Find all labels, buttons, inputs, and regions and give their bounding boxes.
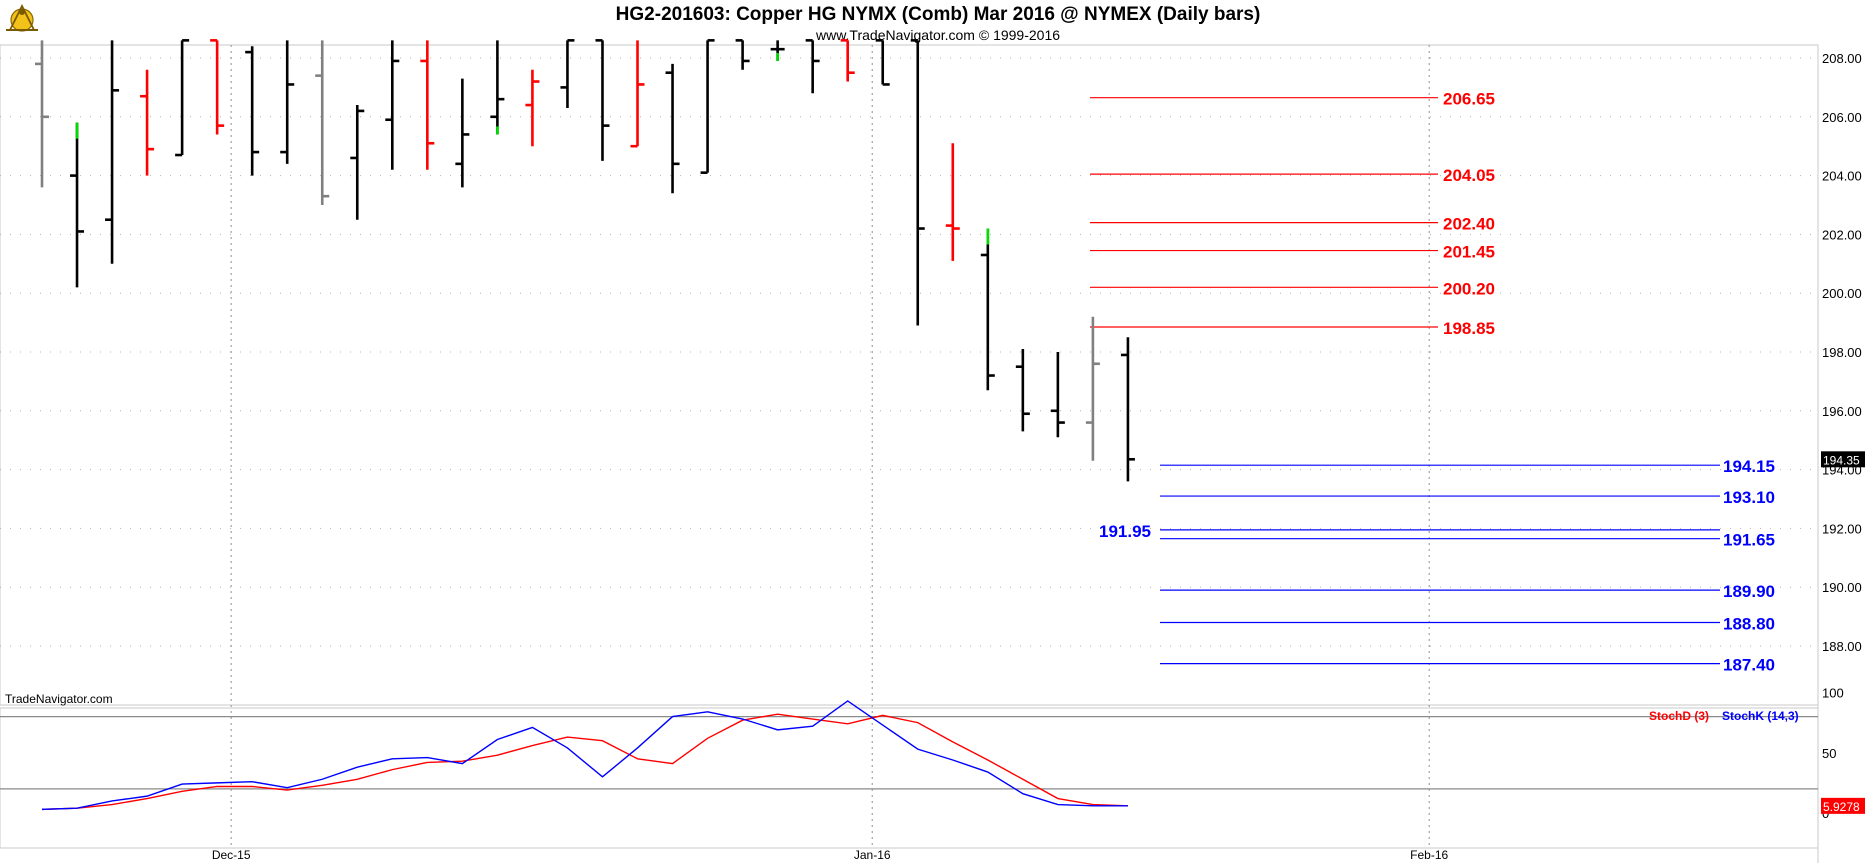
stoch-last-bg [1821, 797, 1865, 814]
stoch-frame [0, 707, 1819, 849]
support-levels: 194.15 193.10 191.65 189.90 188.80 187.40 191.… [1099, 457, 1775, 674]
ohlc-bar [945, 143, 960, 261]
stoch-tick-label: 100 [1822, 686, 1844, 701]
support-label: 189.90 [1723, 582, 1775, 601]
price-tick-label: 196.00 [1822, 404, 1862, 419]
last-price-box: 194.35 [1821, 451, 1865, 468]
price-tick-label: 190.00 [1822, 580, 1862, 595]
resistance-levels: 206.65 204.05 202.40 201.45 200.20 198.85 [1090, 90, 1495, 338]
ohlc-bar [980, 228, 995, 391]
legend-stochK: StochK (14,3) [1722, 709, 1799, 723]
last-price-bg [1821, 451, 1865, 468]
ohlc-bar [420, 40, 435, 170]
ohlc-bar [385, 40, 400, 170]
support-label: 191.95 [1099, 522, 1151, 541]
sextant-logo-icon [6, 3, 38, 32]
ohlc-bar [70, 122, 85, 288]
ohlc-bar [630, 40, 645, 148]
stoch-last-label: 5.9278 [1823, 800, 1860, 814]
price-tick-label: 208.00 [1822, 51, 1862, 66]
ohlc-bar [350, 105, 365, 220]
ohlc-bar [665, 63, 680, 194]
ohlc-bar [105, 40, 120, 264]
ohlc-bar [805, 39, 820, 94]
price-tick-label: 192.00 [1822, 521, 1862, 536]
ohlc-bar [1085, 316, 1100, 461]
price-tick-label: 202.00 [1822, 227, 1862, 242]
support-label: 194.15 [1723, 457, 1775, 476]
ohlc-bar [1015, 349, 1030, 432]
chart-subtitle: www.TradeNavigator.com © 1999-2016 [815, 27, 1060, 43]
ohlc-bar [875, 39, 890, 86]
ohlc-bar [595, 39, 610, 161]
ohlc-bar [560, 39, 575, 108]
stochastic-panel: 050100StochD (3)StochK (14,3)5.9278 [0, 686, 1865, 849]
date-separators [230, 45, 1430, 848]
price-bars [35, 39, 1135, 482]
price-axis: 188.00190.00192.00194.00196.00198.00200.… [1822, 51, 1862, 654]
last-price-label: 194.35 [1823, 453, 1860, 467]
price-tick-label: 206.00 [1822, 110, 1862, 125]
resistance-label: 204.05 [1443, 166, 1495, 185]
stochD-line [41, 713, 1128, 811]
ohlc-bar [175, 39, 190, 157]
date-label: Jan-16 [854, 848, 891, 862]
ohlc-bar [910, 39, 925, 326]
chart-title: HG2-201603: Copper HG NYMX (Comb) Mar 20… [616, 4, 1261, 25]
resistance-label: 202.40 [1443, 215, 1495, 234]
stochK-line [41, 700, 1128, 811]
ohlc-bar [140, 69, 155, 176]
price-tick-label: 200.00 [1822, 286, 1862, 301]
ohlc-bar [210, 39, 225, 135]
ohlc-bar [770, 40, 785, 61]
price-plot-frame [0, 44, 1819, 706]
resistance-label: 201.45 [1443, 243, 1495, 262]
date-label: Dec-15 [212, 848, 251, 862]
price-tick-label: 188.00 [1822, 639, 1862, 654]
ohlc-bar [315, 40, 330, 205]
ohlc-bar [490, 40, 505, 135]
ohlc-bar [840, 39, 855, 82]
price-tick-label: 204.00 [1822, 169, 1862, 184]
ohlc-bar [35, 40, 49, 188]
ohlc-bar [735, 39, 750, 70]
ohlc-bar [1120, 337, 1135, 482]
date-axis: Dec-15 Jan-16 Feb-16 [212, 848, 1449, 862]
stoch-tick-label: 50 [1822, 746, 1836, 761]
price-tick-label: 198.00 [1822, 345, 1862, 360]
watermark-label: TradeNavigator.com [5, 692, 113, 706]
ohlc-bar [525, 69, 540, 147]
support-label: 187.40 [1723, 656, 1775, 675]
ohlc-bar [1050, 352, 1065, 438]
resistance-label: 206.65 [1443, 90, 1495, 109]
ohlc-bar [280, 40, 295, 164]
date-label: Feb-16 [1410, 848, 1448, 862]
resistance-label: 200.20 [1443, 279, 1495, 298]
ohlc-bar [245, 46, 260, 176]
support-label: 188.80 [1723, 614, 1775, 633]
ohlc-bar [455, 78, 470, 188]
support-label: 191.65 [1723, 531, 1775, 550]
legend-stochD: StochD (3) [1649, 709, 1709, 723]
support-label: 193.10 [1723, 488, 1775, 507]
resistance-label: 198.85 [1443, 319, 1495, 338]
price-grid [0, 44, 1819, 863]
ohlc-bar [700, 39, 715, 174]
